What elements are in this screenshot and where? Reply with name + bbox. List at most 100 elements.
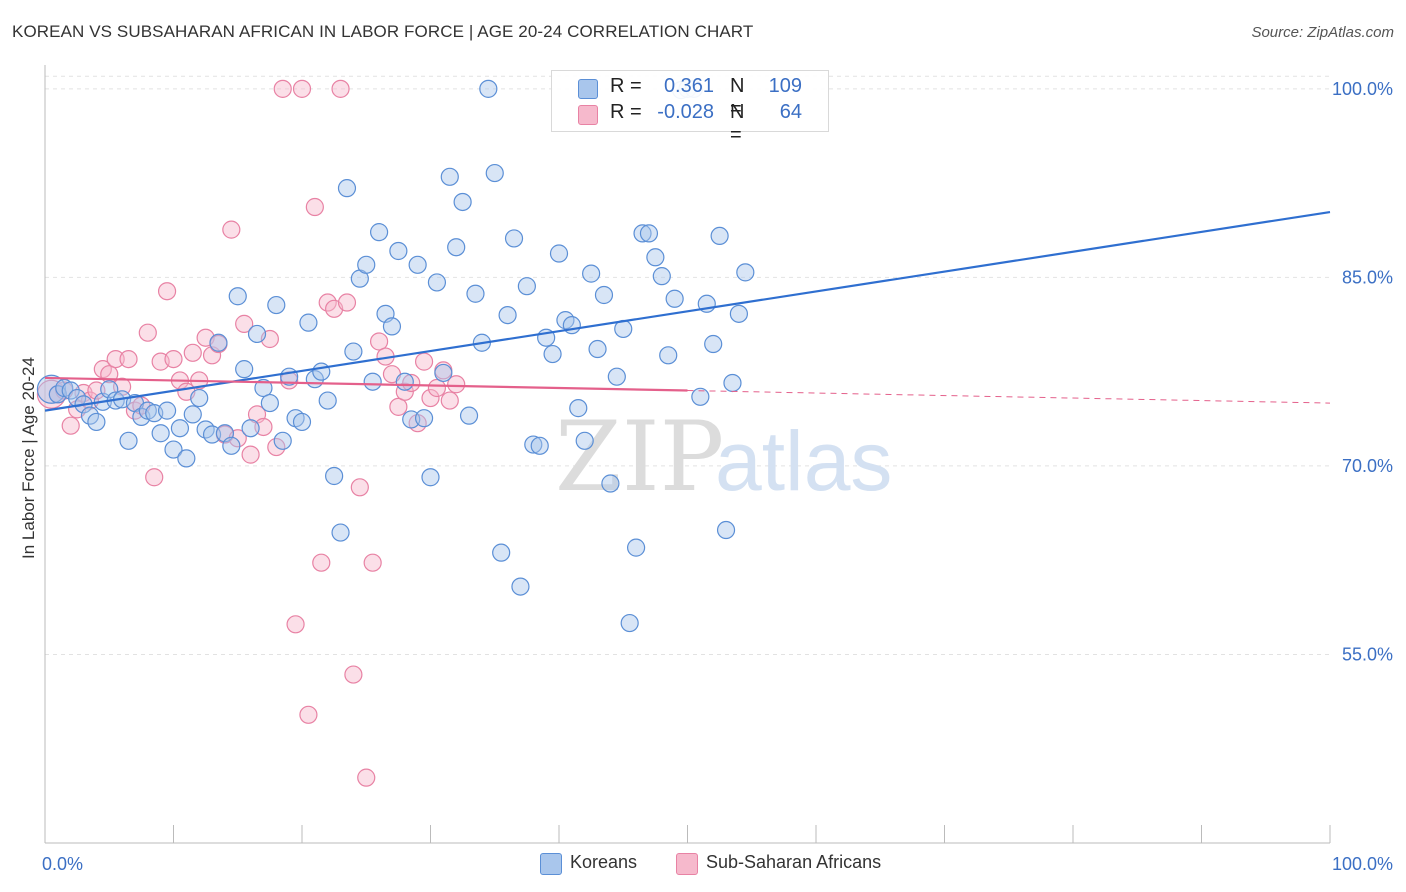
korean-point <box>716 520 736 540</box>
african-point <box>440 391 459 410</box>
korean-point <box>183 405 202 424</box>
african-point <box>337 293 357 312</box>
korean-point <box>704 334 723 354</box>
korean-point <box>524 435 543 454</box>
korean-point <box>228 287 247 306</box>
korean-point <box>498 305 517 325</box>
korean-point <box>222 436 241 455</box>
korean-point <box>479 79 498 98</box>
legend-r-label: R = <box>610 101 648 123</box>
korean-point <box>273 431 292 450</box>
legend-n-value: 109 <box>768 75 802 97</box>
korean-point <box>312 362 331 381</box>
korean-point <box>530 436 549 455</box>
korean-point <box>151 424 170 443</box>
african-point <box>235 314 254 333</box>
african-point <box>305 197 324 217</box>
korean-point <box>440 167 459 186</box>
y-tick-label: 55.0% <box>1342 644 1393 664</box>
african-point <box>357 768 376 787</box>
legend-swatch-koreans <box>540 853 562 875</box>
korean-point <box>427 273 447 292</box>
korean-point <box>408 255 427 274</box>
tick-labels: 55.0% 70.0% 85.0% 100.0% 0.0% 100.0% <box>42 79 1393 874</box>
african-point <box>447 375 466 394</box>
african-point <box>402 373 421 393</box>
african-point <box>414 352 434 371</box>
y-tick-label: 70.0% <box>1342 456 1393 476</box>
african-point <box>241 445 260 464</box>
legend-n-label: N = <box>730 101 745 146</box>
legend-r-label: R = <box>610 75 648 97</box>
x-tick-label: 100.0% <box>1332 854 1393 874</box>
african-point <box>145 468 164 487</box>
legend-r-value: -0.028 <box>657 101 714 123</box>
korean-point <box>235 360 254 379</box>
korean-point <box>170 419 190 438</box>
korean-point <box>157 401 177 420</box>
legend-n-label: N = <box>730 75 745 120</box>
korean-point <box>459 406 479 425</box>
korean-point <box>331 523 350 542</box>
korean-point <box>337 179 357 198</box>
korean-point <box>607 367 626 386</box>
african-point <box>427 378 447 398</box>
x-tick-label: 0.0% <box>42 854 83 874</box>
watermark: ZIP atlas <box>555 401 892 513</box>
korean-point <box>594 285 614 305</box>
korean-point <box>299 313 318 332</box>
trend-line-africans <box>44 376 688 392</box>
african-point <box>421 388 440 408</box>
y-tick-label: 85.0% <box>1342 267 1393 287</box>
korean-point <box>202 425 222 444</box>
korean-point <box>569 399 588 418</box>
african-point <box>157 282 177 301</box>
african-point <box>164 349 183 369</box>
trend-line-africans-extension <box>687 390 1331 404</box>
korean-point <box>543 344 562 364</box>
african-point <box>370 332 389 351</box>
korean-point <box>665 289 684 308</box>
african-point <box>331 79 350 98</box>
korean-point <box>659 346 678 365</box>
african-point <box>363 553 382 572</box>
korean-point <box>434 363 453 383</box>
korean-point <box>402 410 421 429</box>
african-point <box>344 665 363 684</box>
axes <box>44 65 1331 844</box>
korean-point <box>646 248 665 267</box>
african-point <box>61 416 80 435</box>
korean-point <box>620 613 639 633</box>
korean-point <box>729 304 749 323</box>
african-point <box>138 323 157 342</box>
african-point <box>106 349 125 369</box>
chart-title: KOREAN VS SUBSAHARAN AFRICAN IN LABOR FO… <box>12 22 754 41</box>
trend-lines <box>44 210 1331 412</box>
african-point <box>119 349 138 369</box>
korean-point <box>517 277 536 296</box>
korean-point <box>325 466 344 486</box>
korean-point <box>389 241 408 261</box>
african-point <box>183 343 202 362</box>
korean-point <box>357 255 376 274</box>
correlation-legend: R = 0.361 N = 109 R = -0.028 N = 64 <box>551 70 829 146</box>
korean-point <box>639 224 659 243</box>
series-koreans <box>36 79 755 633</box>
african-point <box>222 220 241 239</box>
korean-point <box>710 226 729 246</box>
legend-r-value: 0.361 <box>663 75 714 97</box>
korean-point <box>190 388 209 408</box>
african-point <box>273 79 292 98</box>
watermark-atlas: atlas <box>715 414 892 508</box>
legend-swatch-koreans <box>578 79 598 99</box>
korean-point <box>254 378 273 398</box>
korean-point <box>582 264 601 283</box>
korean-point <box>267 295 286 315</box>
korean-point <box>382 317 402 336</box>
source-label: Source: ZipAtlas.com <box>1251 24 1394 41</box>
watermark-zip: ZIP <box>555 401 724 513</box>
y-tick-label: 100.0% <box>1332 79 1393 99</box>
legend-label-koreans: Koreans <box>570 852 638 872</box>
korean-point <box>511 577 530 596</box>
korean-point <box>100 380 119 399</box>
